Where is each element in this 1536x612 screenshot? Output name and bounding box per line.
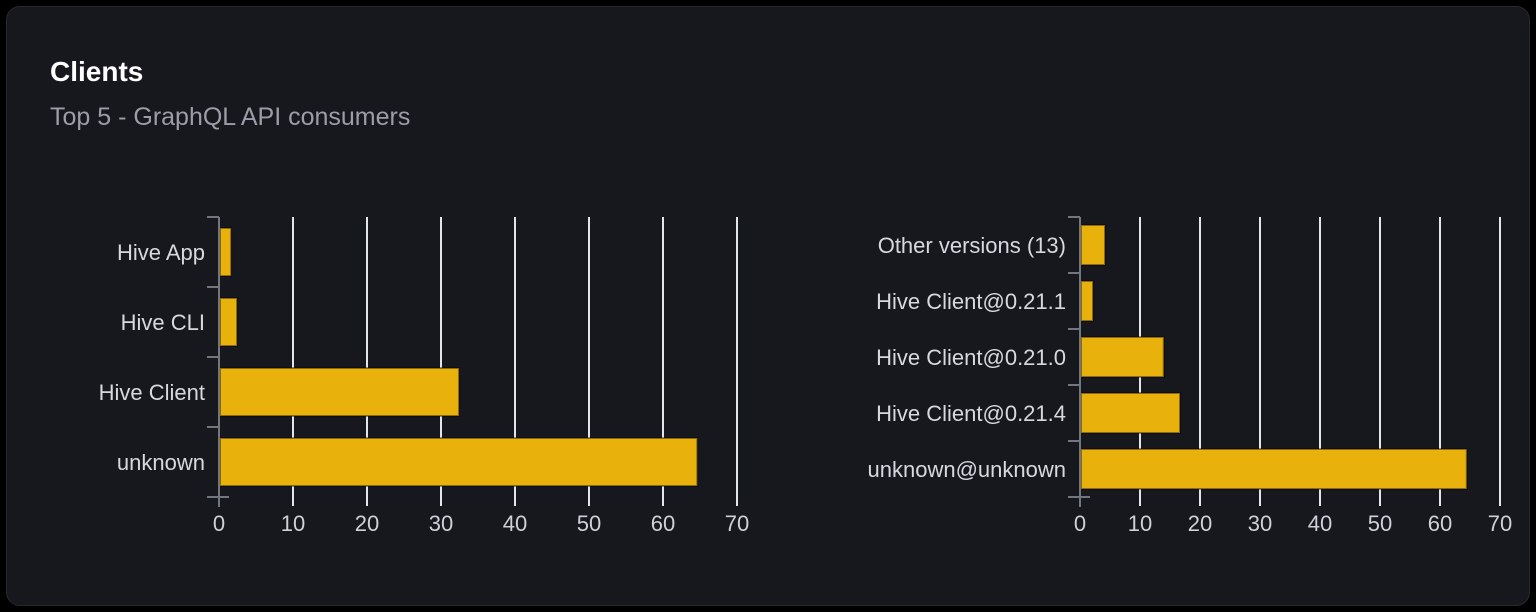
category-label: Hive Client@0.21.0 [876, 345, 1066, 370]
x-tick-label: 20 [355, 511, 379, 536]
bar[interactable] [219, 227, 233, 277]
chart-clients-by-version: Other versions (13) Hive Client@0.21.1 Hiv… [827, 207, 1536, 564]
category-label: Hive App [117, 240, 205, 265]
bar-chart-svg: Other versions (13) Hive Client@0.21.1 Hiv… [868, 216, 1512, 536]
clients-panel: Clients Top 5 - GraphQL API consumers Hi… [6, 6, 1530, 606]
x-tick-label: 50 [1368, 511, 1392, 536]
bar[interactable] [219, 367, 461, 417]
panel-subtitle: Top 5 - GraphQL API consumers [50, 103, 411, 131]
bar[interactable] [1080, 392, 1181, 434]
category-label: Hive CLI [121, 310, 205, 335]
x-tick-label: 30 [429, 511, 453, 536]
x-tick-label: 50 [577, 511, 601, 536]
category-label: unknown [117, 450, 205, 475]
bar[interactable] [219, 297, 239, 347]
bar[interactable] [1080, 448, 1468, 490]
x-tick-label: 0 [1074, 511, 1086, 536]
x-tick-label: 0 [213, 511, 225, 536]
bar[interactable] [1080, 336, 1165, 378]
category-label: Hive Client@0.21.4 [876, 401, 1066, 426]
category-label: Other versions (13) [878, 233, 1066, 258]
x-tick-label: 30 [1248, 511, 1272, 536]
category-label: unknown@unknown [868, 457, 1066, 482]
panel-title: Clients [50, 56, 144, 87]
x-tick-label: 40 [503, 511, 527, 536]
x-tick-label: 40 [1308, 511, 1332, 536]
x-tick-label: 10 [1128, 511, 1152, 536]
chart-clients-by-name: Hive App Hive CLI Hive Client unknown 0 10 20 3… [47, 207, 807, 564]
x-tick-label: 60 [1428, 511, 1452, 536]
x-tick-label: 70 [1488, 511, 1512, 536]
bar[interactable] [1080, 280, 1094, 322]
x-tick-label: 20 [1188, 511, 1212, 536]
category-label: Hive Client [99, 380, 205, 405]
x-tick-label: 60 [651, 511, 675, 536]
x-tick-label: 70 [725, 511, 749, 536]
category-label: Hive Client@0.21.1 [876, 289, 1066, 314]
bar-chart-svg: Hive App Hive CLI Hive Client unknown 0 10 20 3… [99, 216, 749, 536]
x-tick-label: 10 [281, 511, 305, 536]
bar[interactable] [1080, 224, 1106, 266]
bar[interactable] [219, 437, 699, 487]
